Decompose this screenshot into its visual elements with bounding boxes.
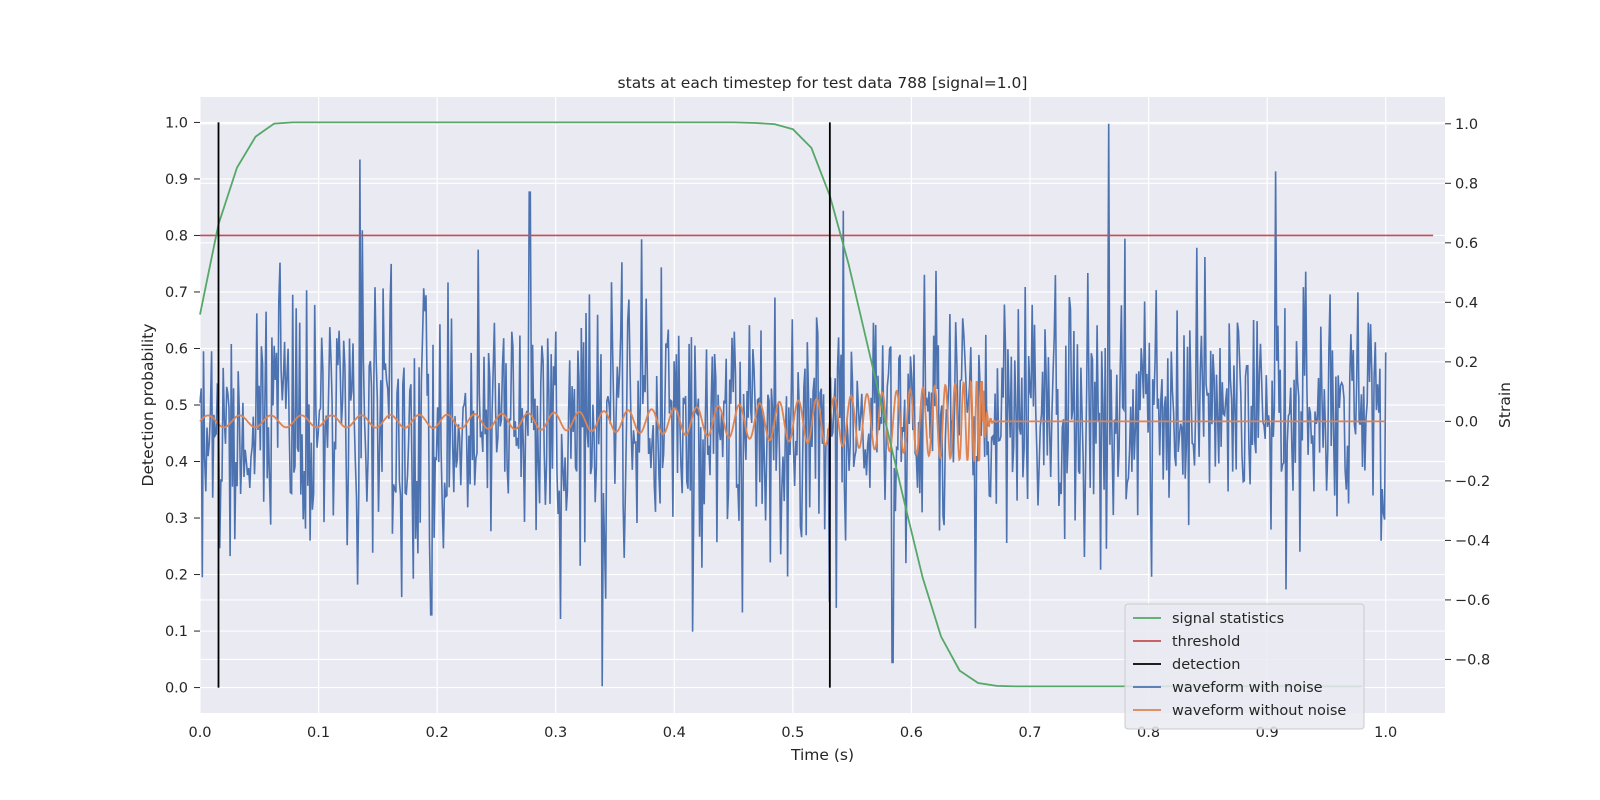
x-tick-label: 1.0: [1374, 725, 1397, 741]
legend-label: detection: [1172, 657, 1240, 673]
x-tick-label: 0.2: [426, 725, 449, 741]
x-axis-label: Time (s): [790, 746, 854, 764]
y-tick-label-left: 0.5: [165, 398, 188, 414]
y-tick-label-left: 0.4: [165, 455, 188, 471]
y-tick-label-right: 1.0: [1455, 117, 1478, 133]
legend-label: waveform with noise: [1172, 680, 1323, 696]
y-tick-label-right: 0.0: [1455, 414, 1478, 430]
y-tick-label-right: −0.6: [1455, 593, 1490, 609]
x-tick-label: 0.3: [544, 725, 567, 741]
y-tick-label-left: 0.1: [165, 624, 188, 640]
y-tick-label-left: 0.8: [165, 228, 188, 244]
y-tick-label-right: −0.2: [1455, 474, 1490, 490]
legend: signal statistics threshold detection wavef…: [1125, 604, 1364, 729]
y-tick-label-right: 0.4: [1455, 295, 1478, 311]
y-axis-label-right: Strain: [1496, 382, 1514, 428]
x-tick-label: 0.5: [781, 725, 804, 741]
legend-label: threshold: [1172, 634, 1240, 650]
y-axis-label-left: Detection probability: [139, 324, 157, 487]
x-tick-label: 0.7: [1018, 725, 1041, 741]
y-tick-label-right: −0.8: [1455, 652, 1490, 668]
y-tick-label-left: 0.0: [165, 681, 188, 697]
y-tick-label-left: 0.9: [165, 172, 188, 188]
y-tick-label-left: 0.7: [165, 285, 188, 301]
y-tick-label-left: 0.6: [165, 341, 188, 357]
y-tick-label-right: 0.2: [1455, 355, 1478, 371]
y-tick-label-left: 0.2: [165, 568, 188, 584]
x-tick-label: 0.6: [900, 725, 923, 741]
y-tick-label-right: 0.6: [1455, 236, 1478, 252]
legend-label: signal statistics: [1172, 611, 1284, 627]
x-tick-label: 0.1: [307, 725, 330, 741]
y-tick-label-left: 1.0: [165, 115, 188, 131]
chart-title: stats at each timestep for test data 788…: [618, 74, 1028, 92]
x-tick-label: 0.4: [663, 725, 686, 741]
chart: 0.0 0.1 0.2 0.3 0.4 0.5 0.6 0.7 0.8 0.9 1.0 0.0 0.1 0…: [0, 0, 1600, 800]
x-tick-label: 0.0: [188, 725, 211, 741]
y-tick-label-left: 0.3: [165, 511, 188, 527]
y-tick-label-right: −0.4: [1455, 533, 1490, 549]
legend-label: waveform without noise: [1172, 703, 1346, 719]
y-tick-label-right: 0.8: [1455, 176, 1478, 192]
